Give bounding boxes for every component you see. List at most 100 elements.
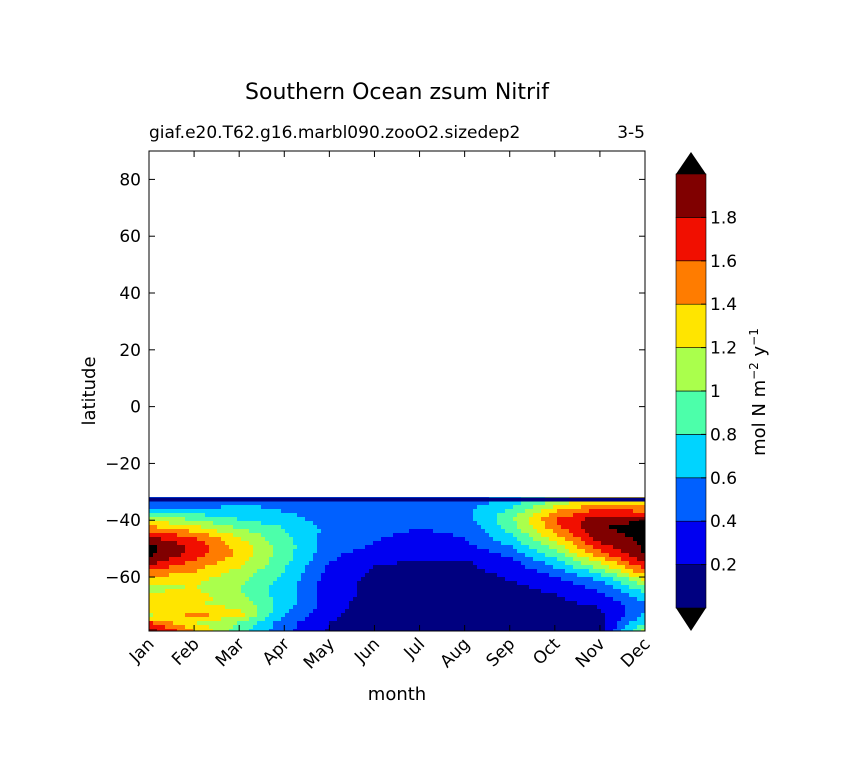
field-cell [557,509,562,514]
field-cell [305,589,310,594]
field-cell [561,577,566,582]
field-cell [497,501,502,506]
field-cell [409,569,414,574]
field-cell [457,573,462,578]
field-cell [157,517,162,522]
field-cell [413,617,418,622]
field-cell [197,609,202,614]
field-cell [509,585,514,590]
field-cell [201,593,206,598]
field-cell [469,517,474,522]
field-cell [345,513,350,518]
field-cell [217,521,222,526]
field-cell [393,593,398,598]
field-cell [529,557,534,562]
field-cell [289,505,294,510]
field-cell [437,621,442,626]
field-cell [345,625,350,630]
field-cell [189,609,194,614]
field-cell [481,625,486,630]
field-cell [577,545,582,550]
field-cell [437,529,442,534]
field-cell [161,541,166,546]
field-cell [293,613,298,618]
field-cell [593,513,598,518]
field-cell [213,609,218,614]
field-cell [349,597,354,602]
field-cell [205,505,210,510]
field-cell [517,549,522,554]
field-cell [497,617,502,622]
field-cell [265,585,270,590]
field-cell [501,537,506,542]
field-cell [541,521,546,526]
field-cell [605,505,610,510]
field-cell [245,545,250,550]
field-cell [453,533,458,538]
field-cell [461,577,466,582]
field-cell [357,597,362,602]
field-cell [489,549,494,554]
field-cell [521,609,526,614]
field-cell [529,533,534,538]
field-cell [477,577,482,582]
field-cell [517,625,522,630]
field-cell [565,569,570,574]
field-cell [301,629,306,631]
field-cell [561,549,566,554]
field-cell [593,509,598,514]
field-cell [325,625,330,630]
field-cell [225,621,230,626]
field-cell [181,613,186,618]
field-cell [201,509,206,514]
field-cell [477,569,482,574]
field-cell [321,549,326,554]
field-cell [189,501,194,506]
field-cell [293,569,298,574]
field-cell [513,581,518,586]
field-cell [165,509,170,514]
field-cell [225,533,230,538]
field-cell [365,605,370,610]
field-cell [413,597,418,602]
field-cell [377,505,382,510]
field-cell [449,533,454,538]
field-cell [425,517,430,522]
field-cell [605,589,610,594]
field-cell [589,573,594,578]
field-cell [517,509,522,514]
field-cell [445,553,450,558]
field-cell [313,561,318,566]
field-cell [533,573,538,578]
field-cell [597,545,602,550]
field-cell [633,537,638,542]
field-cell [405,557,410,562]
field-cell [389,537,394,542]
field-cell [481,501,486,506]
field-cell [153,529,158,534]
field-cell [413,577,418,582]
field-cell [561,605,566,610]
field-cell [273,541,278,546]
field-cell [293,581,298,586]
field-cell [525,629,530,631]
field-cell [325,545,330,550]
field-cell [261,565,266,570]
field-cell [285,533,290,538]
field-cell [473,517,478,522]
field-cell [301,553,306,558]
field-cell [309,537,314,542]
field-cell [525,573,530,578]
field-cell [581,561,586,566]
field-cell [349,613,354,618]
field-cell [269,589,274,594]
field-cell [313,509,318,514]
field-cell [501,593,506,598]
field-cell [601,545,606,550]
field-cell [429,533,434,538]
field-cell [589,509,594,514]
field-cell [505,529,510,534]
field-cell [593,529,598,534]
field-cell [485,593,490,598]
